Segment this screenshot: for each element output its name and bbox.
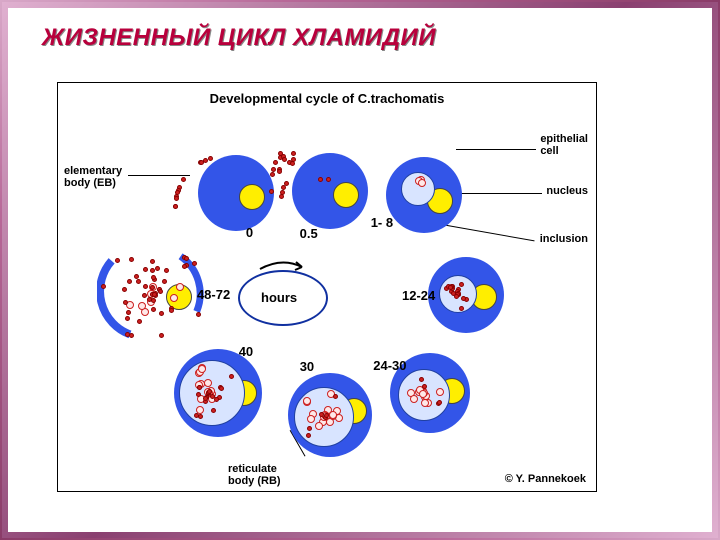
elementary-body bbox=[422, 384, 427, 389]
elementary-body bbox=[207, 389, 212, 394]
time-label: 12-24 bbox=[402, 289, 435, 303]
elementary-body bbox=[203, 396, 208, 401]
elementary-body bbox=[136, 279, 141, 284]
elementary-body bbox=[173, 204, 178, 209]
elementary-body bbox=[326, 177, 331, 182]
time-label: 48-72 bbox=[197, 288, 230, 302]
label-nucleus: nucleus bbox=[546, 185, 588, 197]
elementary-body bbox=[279, 194, 284, 199]
nucleus bbox=[239, 184, 265, 210]
label-elementary: elementary body (EB) bbox=[64, 165, 122, 189]
reticulate-body bbox=[419, 390, 427, 398]
time-label: 0 bbox=[246, 226, 253, 240]
elementary-body bbox=[194, 413, 199, 418]
elementary-body bbox=[280, 190, 285, 195]
elementary-body bbox=[307, 426, 312, 431]
elementary-body bbox=[318, 177, 323, 182]
elementary-body bbox=[281, 185, 286, 190]
label-nucleus-text: nucleus bbox=[546, 185, 588, 197]
elementary-body bbox=[208, 156, 213, 161]
hours-label: hours bbox=[261, 290, 297, 305]
elementary-body bbox=[454, 294, 459, 299]
reticulate-body bbox=[436, 388, 444, 396]
label-reticulate-text: reticulate body (RB) bbox=[228, 463, 281, 487]
elementary-body bbox=[159, 333, 164, 338]
label-inclusion-line bbox=[436, 223, 535, 241]
elementary-body bbox=[142, 293, 147, 298]
elementary-body bbox=[448, 285, 453, 290]
elementary-body bbox=[333, 394, 338, 399]
elementary-body bbox=[282, 157, 287, 162]
slide-title: ЖИЗНЕННЫЙ ЦИКЛ ХЛАМИДИЙ bbox=[42, 24, 436, 52]
label-elementary-line bbox=[128, 175, 190, 176]
elementary-body bbox=[182, 264, 187, 269]
reticulate-body bbox=[198, 365, 206, 373]
elementary-body bbox=[123, 300, 128, 305]
label-epithelial-text: epithelial cell bbox=[540, 133, 588, 157]
label-epithelial: epithelial cell bbox=[540, 133, 588, 157]
elementary-body bbox=[181, 177, 186, 182]
elementary-body bbox=[125, 332, 130, 337]
time-label: 1- 8 bbox=[371, 216, 393, 230]
reticulate-body bbox=[329, 411, 337, 419]
elementary-body bbox=[319, 412, 324, 417]
elementary-body bbox=[461, 296, 466, 301]
copyright: © Y. Pannekoek bbox=[505, 473, 586, 485]
elementary-body bbox=[184, 256, 189, 261]
elementary-body bbox=[277, 169, 282, 174]
nucleus bbox=[333, 182, 359, 208]
elementary-body bbox=[219, 386, 224, 391]
elementary-body bbox=[175, 190, 180, 195]
reticulate-body bbox=[176, 283, 184, 291]
elementary-body bbox=[211, 408, 216, 413]
elementary-body bbox=[273, 160, 278, 165]
label-nucleus-line bbox=[458, 193, 542, 194]
time-label: 30 bbox=[300, 360, 314, 374]
elementary-body bbox=[134, 274, 139, 279]
time-label: 0.5 bbox=[300, 227, 318, 241]
time-label: 40 bbox=[239, 345, 253, 359]
label-reticulate: reticulate body (RB) bbox=[228, 463, 281, 487]
elementary-body bbox=[126, 310, 131, 315]
elementary-body bbox=[150, 285, 155, 290]
elementary-body bbox=[437, 400, 442, 405]
elementary-body bbox=[127, 279, 132, 284]
elementary-body bbox=[203, 158, 208, 163]
cycle-arrow-icon bbox=[258, 259, 306, 273]
elementary-body bbox=[174, 196, 179, 201]
label-inclusion-text: inclusion bbox=[540, 233, 588, 245]
elementary-body bbox=[164, 268, 169, 273]
elementary-body bbox=[291, 151, 296, 156]
elementary-body bbox=[159, 311, 164, 316]
elementary-body bbox=[151, 275, 156, 280]
elementary-body bbox=[269, 189, 274, 194]
label-inclusion: inclusion bbox=[540, 233, 588, 245]
diagram-title: Developmental cycle of C.trachomatis bbox=[58, 91, 596, 106]
reticulate-body bbox=[138, 302, 146, 310]
diagram: Developmental cycle of C.trachomatis ele… bbox=[57, 82, 597, 492]
label-epithelial-line bbox=[456, 149, 536, 150]
slide-background: ЖИЗНЕННЫЙ ЦИКЛ ХЛАМИДИЙ Developmental cy… bbox=[2, 2, 718, 538]
label-elementary-text: elementary body (EB) bbox=[64, 165, 122, 189]
time-label: 24-30 bbox=[373, 359, 406, 373]
elementary-body bbox=[459, 306, 464, 311]
elementary-body bbox=[150, 268, 155, 273]
elementary-body bbox=[291, 157, 296, 162]
elementary-body bbox=[162, 279, 167, 284]
reticulate-body bbox=[315, 422, 323, 430]
elementary-body bbox=[270, 172, 275, 177]
